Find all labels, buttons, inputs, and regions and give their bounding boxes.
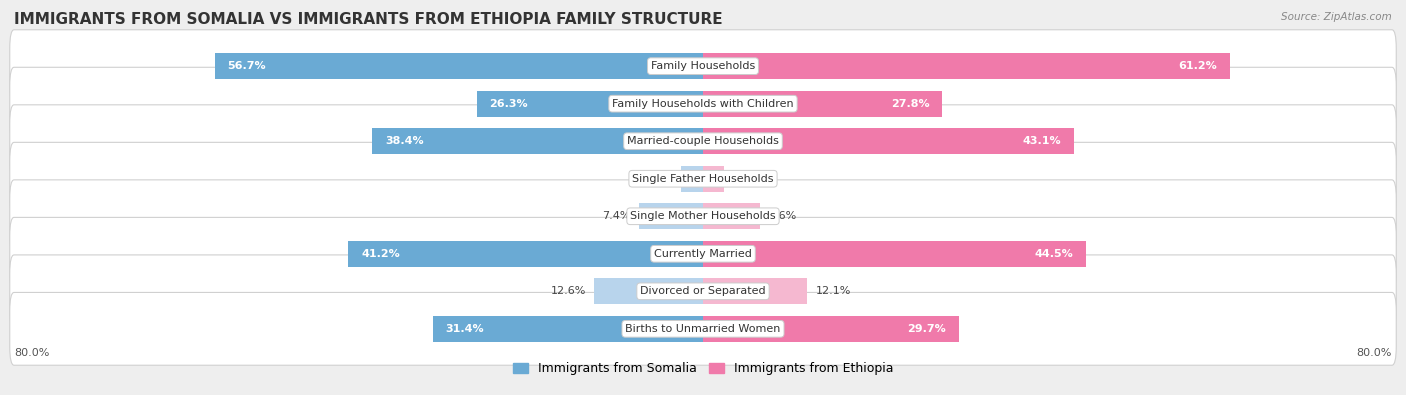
FancyBboxPatch shape: [10, 255, 1396, 328]
Bar: [703, 316, 959, 342]
FancyBboxPatch shape: [10, 142, 1396, 215]
Text: Single Mother Households: Single Mother Households: [630, 211, 776, 221]
Text: Births to Unmarried Women: Births to Unmarried Women: [626, 324, 780, 334]
Text: 12.1%: 12.1%: [815, 286, 851, 296]
Text: 44.5%: 44.5%: [1035, 249, 1073, 259]
Bar: [703, 203, 759, 229]
FancyBboxPatch shape: [10, 67, 1396, 140]
FancyBboxPatch shape: [10, 105, 1396, 178]
Bar: [703, 53, 1230, 79]
Text: 6.6%: 6.6%: [769, 211, 797, 221]
Bar: [703, 166, 724, 192]
Text: 31.4%: 31.4%: [446, 324, 484, 334]
Text: 61.2%: 61.2%: [1178, 61, 1218, 71]
FancyBboxPatch shape: [10, 292, 1396, 365]
Text: 43.1%: 43.1%: [1022, 136, 1062, 146]
Text: 29.7%: 29.7%: [907, 324, 946, 334]
Bar: [373, 128, 703, 154]
Text: 12.6%: 12.6%: [551, 286, 586, 296]
Text: 27.8%: 27.8%: [891, 99, 929, 109]
Bar: [640, 203, 703, 229]
Bar: [433, 316, 703, 342]
Bar: [682, 166, 703, 192]
Text: 56.7%: 56.7%: [228, 61, 266, 71]
FancyBboxPatch shape: [10, 217, 1396, 290]
Text: 80.0%: 80.0%: [1357, 348, 1392, 357]
Text: 41.2%: 41.2%: [361, 249, 399, 259]
Bar: [703, 90, 942, 117]
Bar: [703, 241, 1087, 267]
Bar: [349, 241, 703, 267]
Text: Currently Married: Currently Married: [654, 249, 752, 259]
Text: 26.3%: 26.3%: [489, 99, 529, 109]
Text: 2.5%: 2.5%: [644, 174, 673, 184]
Bar: [703, 278, 807, 305]
Legend: Immigrants from Somalia, Immigrants from Ethiopia: Immigrants from Somalia, Immigrants from…: [508, 357, 898, 380]
Text: Source: ZipAtlas.com: Source: ZipAtlas.com: [1281, 12, 1392, 22]
FancyBboxPatch shape: [10, 180, 1396, 253]
Bar: [703, 128, 1074, 154]
Text: 2.4%: 2.4%: [733, 174, 761, 184]
Text: 38.4%: 38.4%: [385, 136, 423, 146]
Bar: [477, 90, 703, 117]
Text: Family Households with Children: Family Households with Children: [612, 99, 794, 109]
Text: Divorced or Separated: Divorced or Separated: [640, 286, 766, 296]
Text: Family Households: Family Households: [651, 61, 755, 71]
FancyBboxPatch shape: [10, 30, 1396, 103]
Text: Single Father Households: Single Father Households: [633, 174, 773, 184]
Bar: [595, 278, 703, 305]
Text: IMMIGRANTS FROM SOMALIA VS IMMIGRANTS FROM ETHIOPIA FAMILY STRUCTURE: IMMIGRANTS FROM SOMALIA VS IMMIGRANTS FR…: [14, 12, 723, 27]
Text: 7.4%: 7.4%: [602, 211, 631, 221]
Text: Married-couple Households: Married-couple Households: [627, 136, 779, 146]
Bar: [215, 53, 703, 79]
Text: 80.0%: 80.0%: [14, 348, 49, 357]
